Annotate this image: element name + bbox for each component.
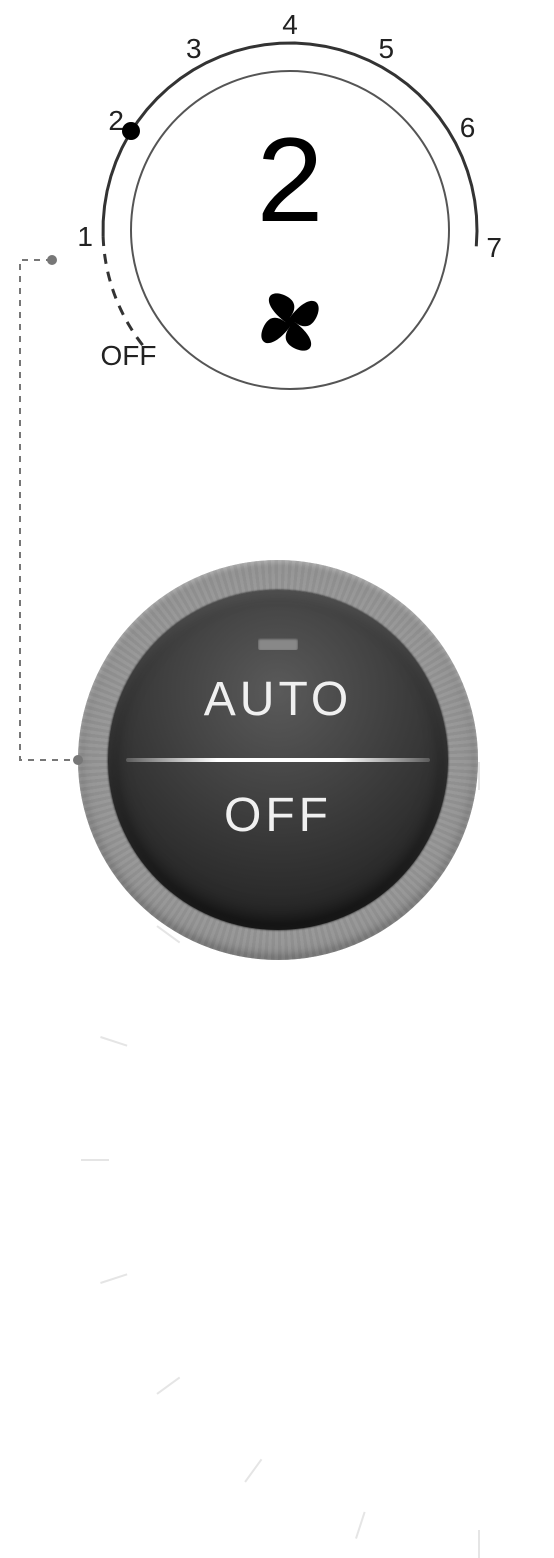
knob-led-indicator (258, 638, 298, 650)
dial-tick-7: 7 (486, 232, 502, 264)
bezel-tick (478, 762, 480, 790)
dial-tick-3: 3 (186, 33, 202, 65)
dial-tick-4: 4 (282, 9, 298, 41)
figure-root: 2 OFF1234567 AUTO OFF (0, 0, 554, 1000)
dial-current-value: 2 (257, 111, 324, 249)
bezel-tick (244, 1459, 262, 1483)
dial-indicator-dot (122, 122, 140, 140)
dial-tick-5: 5 (378, 33, 394, 65)
auto-off-knob[interactable]: AUTO OFF (78, 560, 478, 960)
fan-speed-dial[interactable]: 2 OFF1234567 (80, 20, 500, 440)
bezel-tick (100, 1036, 127, 1047)
dial-off-label: OFF (100, 340, 156, 372)
knob-auto-label[interactable]: AUTO (204, 672, 352, 727)
dial-tick-1: 1 (77, 221, 93, 253)
dial-tick-6: 6 (460, 112, 476, 144)
bezel-tick (81, 1159, 109, 1161)
bezel-tick (100, 1273, 127, 1284)
knob-divider (126, 758, 430, 762)
bezel-tick (478, 1530, 480, 1558)
bezel-tick (156, 1377, 180, 1395)
knob-off-label[interactable]: OFF (224, 788, 332, 843)
bezel-tick (355, 1512, 366, 1539)
fan-icon (250, 282, 330, 362)
knob-face: AUTO OFF (108, 590, 448, 930)
